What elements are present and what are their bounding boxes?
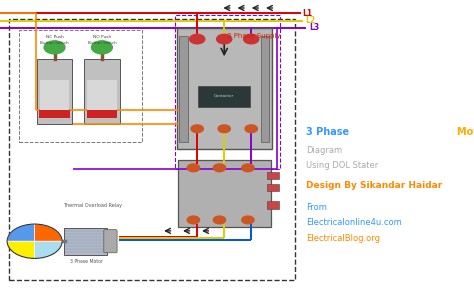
Text: NO Push: NO Push [93,35,111,39]
Text: L3: L3 [309,23,319,32]
Circle shape [187,164,200,172]
FancyBboxPatch shape [267,184,279,191]
Text: ElectricalBlog.org: ElectricalBlog.org [306,234,380,243]
Circle shape [242,164,254,172]
Text: 3 Phase Supply: 3 Phase Supply [227,33,280,39]
FancyBboxPatch shape [261,36,269,142]
FancyBboxPatch shape [87,80,117,115]
Text: 3 Phase Motor: 3 Phase Motor [70,259,103,264]
Circle shape [191,125,203,133]
Circle shape [187,216,200,224]
Circle shape [242,216,254,224]
Text: Thermal Overload Relay: Thermal Overload Relay [63,203,122,208]
Text: From: From [306,203,327,212]
Text: Button Switch: Button Switch [40,41,69,45]
FancyBboxPatch shape [84,59,119,124]
Bar [175,15,280,169]
FancyBboxPatch shape [178,160,271,227]
Text: Contactor: Contactor [214,94,234,98]
Wedge shape [35,241,62,258]
FancyBboxPatch shape [179,36,188,142]
Circle shape [91,41,112,54]
Text: Diagram: Diagram [306,146,342,155]
Wedge shape [7,241,35,258]
Text: Button Switch: Button Switch [88,41,116,45]
Wedge shape [35,224,62,241]
Circle shape [190,34,205,44]
Circle shape [213,164,226,172]
Bar [9,19,295,280]
Circle shape [245,125,257,133]
Text: 3 Phase: 3 Phase [306,127,352,137]
FancyBboxPatch shape [39,110,70,118]
FancyBboxPatch shape [40,80,69,115]
Text: Motor: Motor [457,127,474,137]
FancyBboxPatch shape [37,59,72,124]
Text: Using DOL Stater: Using DOL Stater [306,161,378,170]
FancyBboxPatch shape [104,230,117,253]
Wedge shape [7,224,35,241]
Circle shape [244,34,259,44]
FancyBboxPatch shape [64,228,107,255]
Text: NC Push: NC Push [46,35,64,39]
FancyBboxPatch shape [86,110,117,118]
FancyBboxPatch shape [267,172,279,179]
Text: L2: L2 [306,16,316,25]
Circle shape [213,216,226,224]
Circle shape [44,41,65,54]
Circle shape [217,34,232,44]
FancyBboxPatch shape [267,201,279,209]
FancyBboxPatch shape [177,28,272,149]
FancyBboxPatch shape [198,86,250,107]
Text: Electricalonline4u.com: Electricalonline4u.com [306,218,401,227]
Text: L1: L1 [302,9,312,17]
Bar [19,30,142,142]
Text: Design By Sikandar Haidar: Design By Sikandar Haidar [306,181,442,189]
Circle shape [218,125,230,133]
